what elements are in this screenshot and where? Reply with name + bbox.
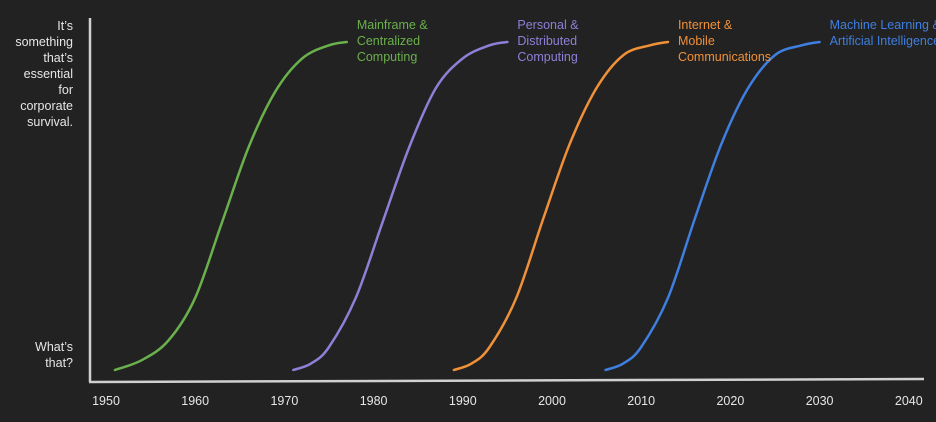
series-label-line: Centralized	[357, 34, 420, 48]
x-tick-label: 1970	[270, 394, 298, 408]
y-label-top-line: It’s	[57, 19, 73, 33]
series-label-line: Mainframe &	[357, 18, 429, 32]
series-label-line: Internet &	[678, 18, 733, 32]
series-line-0	[113, 40, 349, 372]
series-label-3: Machine Learning & Artificial Intelligenc…	[830, 18, 936, 48]
x-tick-label: 1950	[92, 394, 120, 408]
x-tick-label: 2030	[806, 394, 834, 408]
series-label-line: Distributed	[517, 34, 577, 48]
x-axis-line	[88, 377, 925, 384]
series-label-line: Artificial Intelligence	[830, 34, 936, 48]
series-label-1: Personal & Distributed Computing	[517, 18, 579, 64]
series-line-3	[604, 40, 821, 372]
y-label-top-line: corporate	[20, 99, 73, 113]
y-label-top-line: essential	[24, 67, 73, 81]
y-label-top-line: something	[15, 35, 73, 49]
y-label-top-line: survival.	[27, 115, 73, 129]
y-label-top-line: for	[58, 83, 73, 97]
y-label-bottom: What’s that?	[35, 340, 73, 370]
series-label-line: Computing	[357, 50, 417, 64]
x-tick-label: 1990	[449, 394, 477, 408]
series-label-2: Internet & Mobile Communications	[678, 18, 771, 64]
y-label-top: It’s something that’s essential for corporate…	[15, 19, 73, 129]
y-label-bottom-line: that?	[45, 356, 73, 370]
series-label-line: Computing	[517, 50, 577, 64]
series-label-line: Personal &	[517, 18, 579, 32]
x-tick-label: 2040	[895, 394, 923, 408]
series-line-2	[452, 40, 670, 372]
x-tick-label: 2000	[538, 394, 566, 408]
series-label-0: Mainframe & Centralized Computing	[357, 18, 429, 64]
y-label-top-line: that’s	[43, 51, 73, 65]
x-tick-label: 1960	[181, 394, 209, 408]
series-label-line: Communications	[678, 50, 771, 64]
x-tick-label: 2010	[627, 394, 655, 408]
series-line-1	[292, 40, 509, 372]
series-label-line: Mobile	[678, 34, 715, 48]
y-label-bottom-line: What’s	[35, 340, 73, 354]
series-label-line: Machine Learning &	[830, 18, 936, 32]
x-tick-label: 1980	[360, 394, 388, 408]
x-tick-label: 2020	[716, 394, 744, 408]
